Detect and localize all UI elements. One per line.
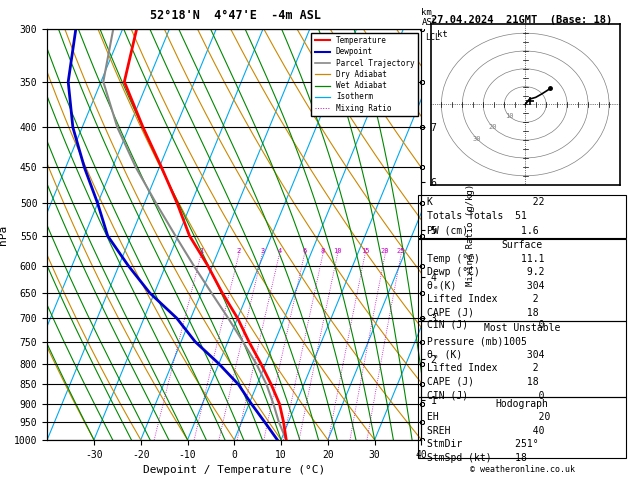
X-axis label: Dewpoint / Temperature (°C): Dewpoint / Temperature (°C) [143,465,325,475]
Text: CIN (J)            0: CIN (J) 0 [426,320,544,330]
Text: StmDir         251°: StmDir 251° [426,439,538,449]
Text: PW (cm)         1.6: PW (cm) 1.6 [426,226,538,236]
Text: 6: 6 [303,248,306,254]
Bar [418,195,626,238]
Text: SREH              40: SREH 40 [426,426,544,436]
Text: 20: 20 [381,248,389,254]
Y-axis label: hPa: hPa [0,225,8,244]
Text: 25: 25 [397,248,406,254]
Text: Lifted Index      2: Lifted Index 2 [426,364,538,373]
Text: 4: 4 [277,248,282,254]
Text: kt: kt [437,30,448,39]
Text: 8: 8 [321,248,325,254]
Text: StmSpd (kt)    18: StmSpd (kt) 18 [426,452,526,463]
Text: 27.04.2024  21GMT  (Base: 18): 27.04.2024 21GMT (Base: 18) [431,15,613,25]
Text: Temp (°C)       11.1: Temp (°C) 11.1 [426,254,544,264]
Text: θₑ(K)            304: θₑ(K) 304 [426,280,544,291]
Text: 1: 1 [199,248,203,254]
Text: CAPE (J)         18: CAPE (J) 18 [426,307,538,317]
Text: 20: 20 [489,124,498,130]
Bar [418,397,626,458]
Text: 3: 3 [260,248,264,254]
Text: Most Unstable: Most Unstable [484,323,560,333]
Text: LCL: LCL [426,34,440,42]
Text: 2: 2 [237,248,241,254]
Text: Surface: Surface [501,240,543,250]
Text: Pressure (mb)1005: Pressure (mb)1005 [426,336,526,347]
Text: 15: 15 [361,248,369,254]
Text: 52°18'N  4°47'E  -4m ASL: 52°18'N 4°47'E -4m ASL [150,9,321,22]
Text: θₑ (K)           304: θₑ (K) 304 [426,350,544,360]
Legend: Temperature, Dewpoint, Parcel Trajectory, Dry Adiabat, Wet Adiabat, Isotherm, Mi: Temperature, Dewpoint, Parcel Trajectory… [311,33,418,116]
Text: 30: 30 [473,136,481,142]
Bar [418,321,626,397]
Text: CIN (J)            0: CIN (J) 0 [426,390,544,400]
Text: Dewp (°C)        9.2: Dewp (°C) 9.2 [426,267,544,277]
Text: CAPE (J)         18: CAPE (J) 18 [426,377,538,387]
Text: Hodograph: Hodograph [496,399,548,409]
Text: 10: 10 [333,248,342,254]
Text: km
ASL: km ASL [421,8,438,27]
Bar [418,239,626,321]
Text: © weatheronline.co.uk: © weatheronline.co.uk [470,465,574,474]
Text: Lifted Index      2: Lifted Index 2 [426,294,538,304]
Text: Totals Totals  51: Totals Totals 51 [426,211,526,222]
Text: 10: 10 [505,113,513,119]
Text: K                 22: K 22 [426,197,544,207]
Text: EH                 20: EH 20 [426,412,550,422]
Text: Mixing Ratio (g/kg): Mixing Ratio (g/kg) [465,183,475,286]
